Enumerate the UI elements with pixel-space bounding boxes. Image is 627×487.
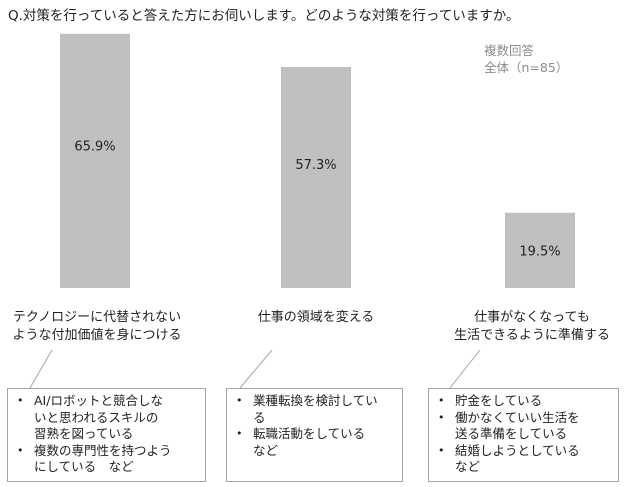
bar-1 bbox=[60, 33, 130, 288]
callout-pointer-3 bbox=[449, 349, 481, 389]
chart-meta: 複数回答 全体（n=85） bbox=[484, 42, 568, 76]
bar-3 bbox=[505, 212, 575, 288]
value-label-2: 57.3% bbox=[295, 158, 336, 173]
question-title: Q.対策を行っていると答えた方にお伺いします。どのような対策を行っていますか。 bbox=[8, 8, 520, 24]
sample-size-note: 全体（n=85） bbox=[484, 60, 569, 75]
value-label-1: 65.9% bbox=[74, 140, 115, 155]
detail-item: 貯金をしている bbox=[435, 393, 612, 410]
value-label-3: 19.5% bbox=[519, 244, 560, 259]
callout-pointer-2 bbox=[239, 349, 273, 389]
callout-pointer-1 bbox=[29, 349, 53, 389]
response-type-note: 複数回答 bbox=[484, 43, 535, 58]
category-label-3: 仕事がなくなっても 生活できるように準備する bbox=[454, 310, 610, 343]
bar-2 bbox=[281, 66, 351, 288]
category-label-2: 仕事の領域を変える bbox=[257, 310, 375, 325]
category-label-1: テクノロジーに代替されない ような付加価値を身につける bbox=[12, 310, 182, 343]
